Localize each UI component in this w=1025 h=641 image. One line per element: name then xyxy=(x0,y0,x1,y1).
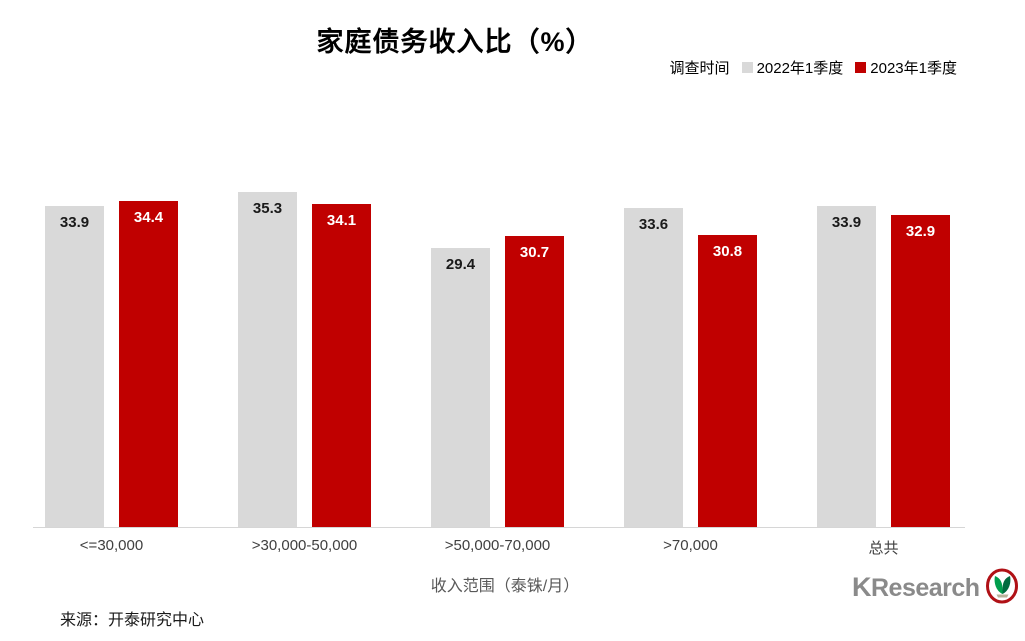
kasikorn-sprout-icon xyxy=(985,568,1018,604)
bar-series0-cat1: 35.3 xyxy=(238,192,297,527)
bar-value-label: 34.1 xyxy=(326,212,357,229)
bar-value-label: 33.6 xyxy=(638,216,669,233)
bar-series1-cat3: 30.8 xyxy=(698,235,757,527)
category-label-4: 总共 xyxy=(868,540,899,557)
bar-series1-cat0: 34.4 xyxy=(119,201,178,527)
kresearch-logo: KResearch xyxy=(852,567,1021,607)
category-label-3: >70,000 xyxy=(663,537,718,554)
legend-label-2022: 2022年1季度 xyxy=(756,60,844,77)
bar-value-label: 30.8 xyxy=(712,243,743,260)
bar-series0-cat0: 33.9 xyxy=(45,206,104,527)
category-label-2: >50,000-70,000 xyxy=(444,537,551,554)
bar-series1-cat2: 30.7 xyxy=(505,236,564,527)
bar-value-label: 34.4 xyxy=(133,209,164,226)
category-label-0: <=30,000 xyxy=(79,537,144,554)
bar-value-label: 33.9 xyxy=(831,214,862,231)
legend-label-2023: 2023年1季度 xyxy=(870,60,957,77)
kresearch-logo-text: KResearch xyxy=(852,571,980,602)
bar-value-label: 30.7 xyxy=(519,244,550,261)
legend-item-2022: 2022年1季度 xyxy=(741,57,844,78)
bar-value-label: 35.3 xyxy=(252,200,283,217)
chart-title: 家庭债务收入比（%） xyxy=(316,27,594,57)
category-label-1: >30,000-50,000 xyxy=(251,537,358,554)
source-note: 来源：开泰研究中心 xyxy=(60,612,205,629)
legend-item-2023: 2023年1季度 xyxy=(855,57,957,78)
bar-series0-cat4: 33.9 xyxy=(817,206,876,527)
x-axis-line xyxy=(33,527,965,528)
legend-title: 调查时间 xyxy=(669,60,730,77)
legend-marker-2023-icon xyxy=(855,62,867,73)
bar-series1-cat1: 34.1 xyxy=(312,204,371,527)
bar-series1-cat4: 32.9 xyxy=(891,215,950,527)
bar-series0-cat2: 29.4 xyxy=(431,248,490,527)
bar-value-label: 32.9 xyxy=(905,223,936,240)
bar-value-label: 33.9 xyxy=(59,214,90,231)
chart-legend: 调查时间 2022年1季度 2023年1季度 xyxy=(670,57,957,78)
x-axis-title: 收入范围（泰铢/月） xyxy=(430,578,580,595)
legend-marker-2022-icon xyxy=(741,62,753,73)
bar-value-label: 29.4 xyxy=(445,256,476,273)
bar-series0-cat3: 33.6 xyxy=(624,208,683,527)
